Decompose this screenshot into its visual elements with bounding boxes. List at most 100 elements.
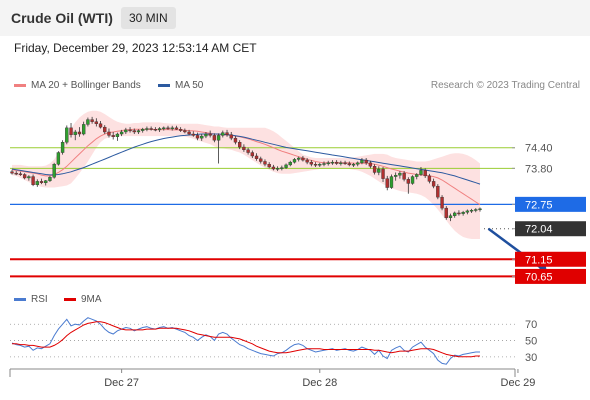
candle-down xyxy=(385,178,389,188)
candle-up xyxy=(474,209,478,211)
candle-up xyxy=(200,135,204,139)
candle-up xyxy=(73,131,77,135)
interval-button[interactable]: 30 MIN xyxy=(121,7,176,29)
candle-up xyxy=(288,161,292,166)
x-tick-label: Dec 27 xyxy=(104,377,139,389)
level-label: 72.75 xyxy=(525,199,553,211)
candle-up xyxy=(339,162,343,165)
ma50-line xyxy=(11,133,481,185)
candle-down xyxy=(457,212,461,215)
candle-down xyxy=(427,175,432,182)
candle-down xyxy=(440,196,444,209)
bollinger-band-area xyxy=(12,110,480,239)
rsi-tick-label: 30 xyxy=(525,352,537,364)
candle-down xyxy=(233,137,238,143)
candle-down xyxy=(132,130,136,133)
bollinger-bands xyxy=(12,110,480,239)
candle-down xyxy=(153,129,158,131)
candle-up xyxy=(44,180,48,183)
ma20-line xyxy=(11,128,481,206)
level-label-box xyxy=(515,221,586,237)
candle-up xyxy=(465,210,470,213)
candle-up xyxy=(292,159,297,163)
candle-up xyxy=(141,129,145,131)
legend-rsi: RSI xyxy=(14,294,48,305)
level-label: 72.04 xyxy=(525,224,553,236)
rsi-9ma-line xyxy=(12,321,480,358)
candle-down xyxy=(195,135,200,139)
moving-averages xyxy=(11,128,481,206)
candle-up xyxy=(162,127,166,130)
rsi-line xyxy=(11,317,480,365)
candle-down xyxy=(313,164,318,166)
candle-down xyxy=(77,131,82,135)
rsi-panel: 70 50 30 xyxy=(10,317,537,365)
candle-down xyxy=(381,168,385,179)
candle-down xyxy=(128,129,132,132)
candle-up xyxy=(389,176,394,188)
candle-up xyxy=(415,174,419,177)
candle-up xyxy=(204,133,208,137)
candle-up xyxy=(318,164,322,166)
ma20-legend-label: MA 20 + Bollinger Bands xyxy=(31,80,141,91)
candle-up xyxy=(221,132,225,136)
candle-down xyxy=(406,179,411,184)
candle-up xyxy=(360,159,364,164)
candle-up xyxy=(56,152,61,165)
candle-up xyxy=(398,172,402,176)
timestamp: Friday, December 29, 2023 12:53:14 AM CE… xyxy=(14,41,257,55)
candle-down xyxy=(14,172,18,175)
candle-down xyxy=(423,170,427,177)
level-lines xyxy=(10,147,515,278)
level-label-box xyxy=(515,251,586,267)
candle-down xyxy=(10,171,14,174)
candle-down xyxy=(212,135,217,141)
candle-down xyxy=(305,159,309,163)
credit-text: Research © 2023 Trading Central xyxy=(430,80,580,91)
candle-down xyxy=(225,132,229,135)
candle-down xyxy=(22,174,27,179)
candle-up xyxy=(60,142,65,153)
candle-up xyxy=(52,164,56,178)
candle-down xyxy=(343,162,347,165)
ma9-swatch xyxy=(64,298,76,301)
candle-down xyxy=(69,127,73,135)
candle-up xyxy=(377,168,381,173)
candle-up xyxy=(284,164,288,168)
candle-down xyxy=(347,163,351,166)
level-label-box xyxy=(515,196,586,212)
candle-down xyxy=(254,155,259,159)
candle-up xyxy=(461,212,465,214)
rsi-tick-label: 50 xyxy=(525,336,537,348)
ma20-swatch xyxy=(14,84,26,87)
candle-up xyxy=(419,170,423,175)
candle-up xyxy=(280,167,284,169)
candle-down xyxy=(178,129,183,131)
candle-up xyxy=(394,174,398,177)
candle-down xyxy=(372,166,377,173)
candle-down xyxy=(263,161,267,165)
candle-down xyxy=(301,157,305,161)
candle-up xyxy=(35,181,39,186)
candle-up xyxy=(275,168,280,170)
candle-down xyxy=(334,161,339,164)
x-axis: Dec 27 Dec 28 Dec 29 xyxy=(9,368,535,389)
candle-down xyxy=(229,134,233,139)
candle-up xyxy=(216,135,221,141)
instrument-title: Crude Oil (WTI) xyxy=(11,10,113,26)
candles xyxy=(10,116,482,222)
ma50-legend-label: MA 50 xyxy=(175,80,204,91)
candle-down xyxy=(103,126,107,133)
candle-down xyxy=(191,133,195,136)
candle-up xyxy=(27,176,31,179)
candle-up xyxy=(297,157,301,160)
candle-down xyxy=(309,161,314,165)
candle-up xyxy=(65,127,69,143)
level-label: 70.65 xyxy=(525,271,553,283)
candle-down xyxy=(250,152,254,157)
candle-down xyxy=(94,121,98,124)
candle-up xyxy=(322,163,326,165)
candle-up xyxy=(478,208,482,211)
candle-down xyxy=(187,131,191,135)
